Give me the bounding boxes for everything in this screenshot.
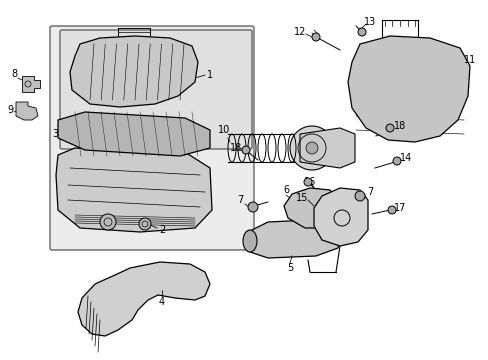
Text: 17: 17 [393, 203, 406, 213]
Circle shape [247, 202, 258, 212]
Text: 16: 16 [303, 177, 315, 187]
Circle shape [242, 146, 249, 154]
Circle shape [304, 178, 311, 186]
Circle shape [354, 191, 364, 201]
Polygon shape [299, 128, 354, 168]
Text: 9: 9 [7, 105, 13, 115]
Polygon shape [56, 148, 212, 232]
Text: 3: 3 [52, 129, 58, 139]
Text: 18: 18 [393, 121, 406, 131]
Text: 8: 8 [11, 69, 17, 79]
FancyBboxPatch shape [50, 26, 253, 250]
Text: 7: 7 [366, 187, 372, 197]
Text: 14: 14 [399, 153, 411, 163]
Text: 18: 18 [229, 143, 242, 153]
Polygon shape [78, 262, 209, 336]
Polygon shape [22, 76, 40, 92]
Text: 10: 10 [218, 125, 230, 135]
Text: 6: 6 [283, 185, 288, 195]
Circle shape [387, 206, 395, 214]
Circle shape [385, 124, 393, 132]
Text: 13: 13 [363, 17, 375, 27]
Text: 11: 11 [463, 55, 475, 65]
FancyBboxPatch shape [60, 30, 251, 149]
Circle shape [305, 142, 317, 154]
Circle shape [357, 28, 365, 36]
Polygon shape [284, 188, 339, 228]
Circle shape [100, 214, 116, 230]
Text: 4: 4 [159, 297, 165, 307]
Circle shape [392, 157, 400, 165]
Ellipse shape [243, 230, 257, 252]
Circle shape [311, 33, 319, 41]
Text: 2: 2 [159, 225, 165, 235]
Polygon shape [347, 36, 469, 142]
Polygon shape [313, 188, 367, 246]
Circle shape [289, 126, 333, 170]
Text: 12: 12 [293, 27, 305, 37]
Text: 15: 15 [295, 193, 307, 203]
Text: 5: 5 [286, 263, 292, 273]
Polygon shape [16, 102, 38, 120]
Text: 7: 7 [236, 195, 243, 205]
Polygon shape [58, 112, 209, 156]
Polygon shape [70, 36, 198, 107]
Circle shape [139, 218, 151, 230]
Polygon shape [247, 220, 339, 258]
Text: 1: 1 [206, 70, 213, 80]
